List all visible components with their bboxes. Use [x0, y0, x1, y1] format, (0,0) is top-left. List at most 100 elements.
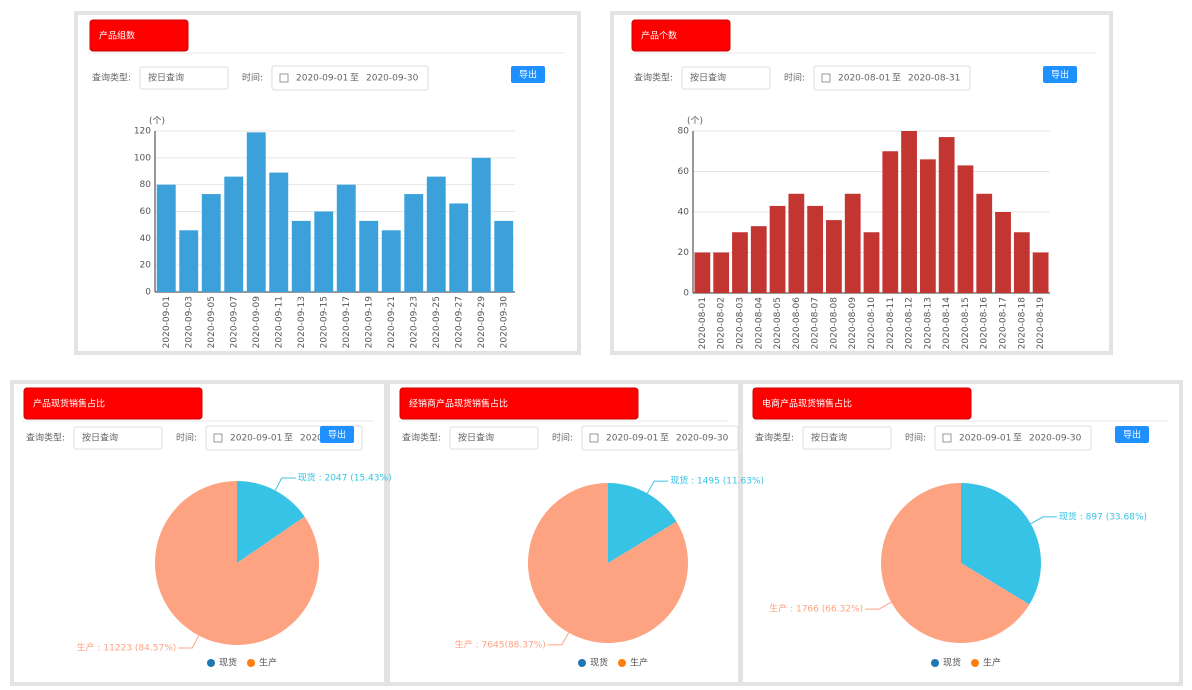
calendar-icon [213, 433, 223, 443]
date-to: 2020-09-30 [1029, 434, 1082, 444]
bar [957, 165, 974, 293]
legend-label: 现货 [219, 657, 237, 669]
date-sep: 至 [350, 73, 359, 84]
bar [179, 230, 199, 292]
y-tick-label: 20 [140, 261, 152, 271]
x-tick-label: 2020-08-01 [698, 297, 708, 349]
y-tick-label: 20 [678, 248, 690, 258]
legend-dot [618, 659, 626, 667]
calendar-icon [279, 73, 289, 83]
y-axis-label: (个) [149, 116, 165, 127]
y-tick-label: 100 [134, 153, 151, 163]
x-tick-label: 2020-08-06 [792, 297, 802, 350]
filter-label: 时间: [242, 72, 263, 84]
pie-slice [961, 483, 1041, 605]
x-tick-label: 2020-09-09 [252, 296, 262, 349]
filter-label: 时间: [176, 432, 197, 444]
x-tick-label: 2020-08-16 [980, 297, 990, 350]
panel-title: 产品现货销售占比 [33, 398, 105, 410]
calendar-icon [589, 433, 599, 443]
panel-title: 产品个数 [641, 30, 677, 42]
date-box [934, 425, 1092, 451]
export-button[interactable] [1115, 426, 1149, 443]
x-tick-label: 2020-08-14 [942, 297, 952, 350]
filter-label: 时间: [552, 432, 573, 444]
select-box [681, 66, 771, 90]
y-tick-label: 40 [140, 234, 152, 244]
bar [246, 132, 266, 292]
select-box [73, 426, 163, 450]
bar [807, 205, 824, 293]
filter-label: 查询类型: [92, 72, 131, 84]
bar [404, 194, 424, 292]
slice-label: 生产 : 7645(88.37%) [455, 638, 546, 650]
y-tick-label: 0 [683, 289, 689, 299]
bar [938, 137, 955, 293]
bar [359, 220, 379, 292]
select-box [139, 66, 229, 90]
x-tick-label: 2020-08-08 [829, 297, 839, 350]
export-button[interactable] [511, 66, 545, 83]
bar [336, 184, 356, 292]
bar [381, 230, 401, 292]
legend-dot [247, 659, 255, 667]
label-line [178, 635, 200, 649]
select-box [802, 426, 892, 450]
x-tick-label: 2020-08-19 [1036, 297, 1046, 350]
export-button-label: 导出 [1051, 69, 1069, 81]
filter-label: 查询类型: [755, 432, 794, 444]
x-tick-label: 2020-08-18 [1017, 297, 1027, 350]
calendar-icon [821, 73, 831, 83]
date-to: 2020-08-31 [908, 74, 960, 84]
x-tick-label: 2020-09-23 [409, 296, 419, 348]
x-tick-label: 2020-08-11 [886, 297, 896, 349]
title-badge [752, 387, 972, 420]
export-button[interactable] [320, 426, 354, 443]
date-to: 2020-09-30 [366, 74, 419, 84]
date-from: 2020-09-01 [606, 434, 658, 444]
legend-dot [971, 659, 979, 667]
bar [769, 205, 786, 293]
x-tick-label: 2020-08-03 [735, 297, 745, 349]
x-tick-label: 2020-09-21 [387, 296, 397, 348]
y-tick-label: 80 [140, 180, 152, 190]
x-tick-label: 2020-09-01 [162, 296, 172, 348]
bar [788, 193, 805, 293]
y-axis-label: (个) [687, 116, 703, 127]
bar [291, 220, 311, 292]
bar [1032, 252, 1049, 293]
x-tick-label: 2020-09-11 [274, 296, 284, 348]
export-button[interactable] [1043, 66, 1077, 83]
bar [976, 193, 993, 293]
title-badge [23, 387, 203, 420]
y-tick-label: 120 [134, 127, 151, 137]
x-tick-label: 2020-08-04 [754, 297, 764, 350]
bar [314, 211, 334, 292]
pie-slice [608, 483, 677, 563]
bar [826, 220, 842, 293]
legend-dot [207, 659, 215, 667]
export-button-label: 导出 [1123, 429, 1141, 441]
bar [494, 220, 514, 292]
title-badge [631, 19, 731, 52]
x-tick-label: 2020-09-25 [432, 296, 442, 348]
bar [471, 157, 491, 292]
date-sep: 至 [284, 433, 293, 444]
x-tick-label: 2020-08-05 [773, 297, 783, 349]
pie-slice [237, 481, 305, 563]
legend-dot [931, 659, 939, 667]
legend-label: 生产 [259, 657, 277, 669]
x-tick-label: 2020-09-30 [499, 296, 509, 349]
slice-label: 生产 : 11223 (84.57%) [77, 641, 177, 653]
x-tick-label: 2020-08-09 [848, 297, 858, 350]
date-box [581, 425, 739, 451]
bar [449, 203, 469, 292]
legend-label: 现货 [590, 657, 608, 669]
export-button-label: 导出 [328, 429, 346, 441]
x-tick-label: 2020-09-13 [297, 296, 307, 348]
select-value: 按日查询 [82, 432, 118, 444]
slice-label: 现货 : 1495 (11.63%) [670, 475, 764, 487]
y-tick-label: 60 [140, 207, 152, 217]
date-from: 2020-09-01 [230, 434, 282, 444]
